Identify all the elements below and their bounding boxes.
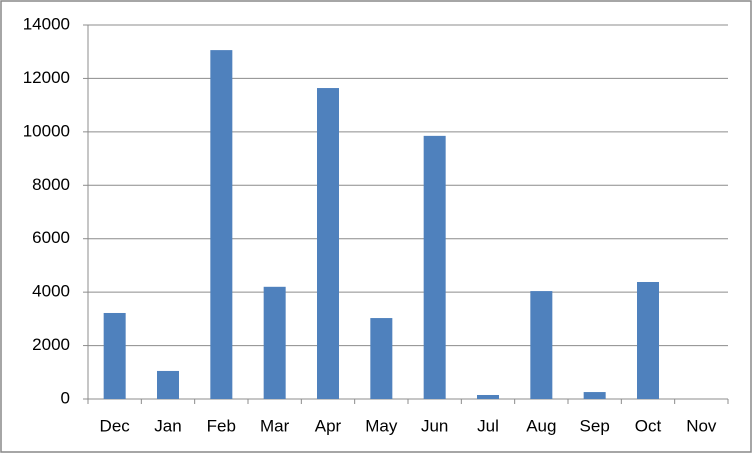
x-tick-label: Oct bbox=[635, 416, 662, 435]
bar bbox=[637, 281, 659, 399]
x-tick-label: Jul bbox=[477, 416, 499, 435]
bar bbox=[423, 135, 446, 399]
x-tick-label: May bbox=[365, 416, 398, 435]
y-tick-label: 12000 bbox=[23, 68, 70, 87]
y-tick-label: 14000 bbox=[23, 14, 70, 33]
bar bbox=[157, 370, 179, 399]
y-tick-label: 8000 bbox=[32, 175, 70, 194]
bar bbox=[317, 88, 339, 399]
y-tick-label: 10000 bbox=[23, 121, 70, 140]
x-tick-label: Aug bbox=[526, 416, 556, 435]
y-tick-label: 2000 bbox=[32, 335, 70, 354]
y-tick-label: 4000 bbox=[32, 282, 70, 301]
bar bbox=[370, 318, 393, 399]
bar bbox=[477, 394, 499, 399]
y-tick-label: 0 bbox=[61, 388, 70, 407]
x-tick-label: Apr bbox=[315, 416, 342, 435]
x-tick-label: Dec bbox=[100, 416, 131, 435]
x-tick-label: Sep bbox=[580, 416, 610, 435]
bar bbox=[530, 291, 553, 399]
x-tick-label: Mar bbox=[260, 416, 290, 435]
x-tick-label: Jun bbox=[421, 416, 448, 435]
bar bbox=[103, 312, 126, 399]
x-tick-label: Jan bbox=[154, 416, 181, 435]
y-tick-label: 6000 bbox=[32, 228, 70, 247]
x-tick-label: Feb bbox=[207, 416, 236, 435]
bar bbox=[263, 286, 286, 399]
x-tick-label: Nov bbox=[686, 416, 717, 435]
bar bbox=[210, 50, 233, 400]
bar bbox=[583, 392, 606, 399]
